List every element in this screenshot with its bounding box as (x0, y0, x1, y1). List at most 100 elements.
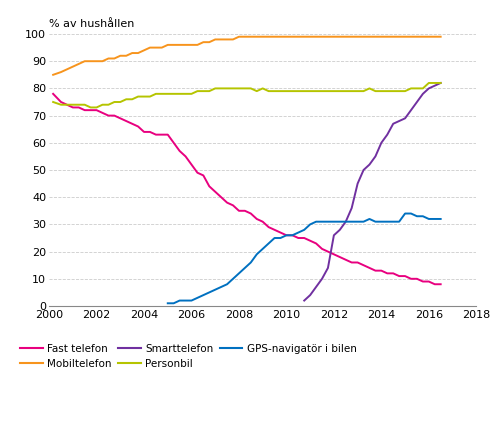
GPS-navigatör i bilen (355, 219, 360, 224)
GPS-navigatör i bilen (206, 290, 212, 295)
GPS-navigatör i bilen (296, 230, 301, 235)
Fast telefon (82, 108, 88, 113)
GPS-navigatör i bilen (426, 216, 432, 221)
Legend: Fast telefon, Mobiltelefon, Smarttelefon, Personbil, GPS-navigatör i bilen: Fast telefon, Mobiltelefon, Smarttelefon… (20, 344, 356, 369)
Smarttelefon (414, 99, 420, 105)
GPS-navigatör i bilen (337, 219, 343, 224)
Personbil (360, 88, 366, 94)
GPS-navigatör i bilen (307, 222, 313, 227)
GPS-navigatör i bilen (360, 219, 366, 224)
GPS-navigatör i bilen (283, 233, 289, 238)
GPS-navigatör i bilen (301, 227, 307, 232)
Text: % av hushållen: % av hushållen (49, 19, 135, 28)
Personbil (438, 80, 444, 85)
Personbil (426, 80, 432, 85)
GPS-navigatör i bilen (236, 271, 242, 276)
Smarttelefon (349, 206, 355, 211)
Fast telefon (432, 282, 437, 287)
Smarttelefon (367, 162, 373, 167)
GPS-navigatör i bilen (194, 295, 200, 300)
GPS-navigatör i bilen (189, 298, 194, 303)
Personbil (82, 102, 88, 107)
GPS-navigatör i bilen (277, 235, 283, 241)
Smarttelefon (337, 227, 343, 232)
GPS-navigatör i bilen (373, 219, 379, 224)
GPS-navigatör i bilen (331, 219, 337, 224)
GPS-navigatör i bilen (367, 216, 373, 221)
GPS-navigatör i bilen (325, 219, 331, 224)
Personbil (230, 86, 236, 91)
Line: GPS-navigatör i bilen: GPS-navigatör i bilen (168, 213, 441, 303)
Fast telefon (147, 129, 153, 134)
Smarttelefon (325, 265, 331, 270)
Fast telefon (355, 260, 360, 265)
GPS-navigatör i bilen (289, 233, 295, 238)
GPS-navigatör i bilen (242, 265, 248, 270)
Line: Smarttelefon: Smarttelefon (304, 83, 441, 300)
Mobiltelefon (360, 34, 366, 39)
GPS-navigatör i bilen (171, 301, 177, 306)
GPS-navigatör i bilen (319, 219, 325, 224)
Fast telefon (438, 282, 444, 287)
Smarttelefon (307, 292, 313, 298)
Smarttelefon (379, 140, 384, 145)
Smarttelefon (373, 154, 379, 159)
GPS-navigatör i bilen (212, 287, 218, 292)
Smarttelefon (384, 132, 390, 137)
GPS-navigatör i bilen (396, 219, 402, 224)
GPS-navigatör i bilen (248, 260, 254, 265)
GPS-navigatör i bilen (384, 219, 390, 224)
GPS-navigatör i bilen (432, 216, 437, 221)
Personbil (224, 86, 230, 91)
GPS-navigatör i bilen (313, 219, 319, 224)
Smarttelefon (438, 80, 444, 85)
Line: Mobiltelefon: Mobiltelefon (53, 37, 441, 75)
Mobiltelefon (236, 34, 242, 39)
Personbil (50, 99, 56, 105)
GPS-navigatör i bilen (200, 292, 206, 298)
Mobiltelefon (50, 72, 56, 77)
GPS-navigatör i bilen (402, 211, 408, 216)
Smarttelefon (420, 91, 426, 96)
GPS-navigatör i bilen (438, 216, 444, 221)
Smarttelefon (313, 284, 319, 289)
GPS-navigatör i bilen (420, 214, 426, 219)
Fast telefon (50, 91, 56, 96)
Mobiltelefon (438, 34, 444, 39)
Fast telefon (408, 276, 414, 281)
GPS-navigatör i bilen (260, 246, 266, 252)
GPS-navigatör i bilen (177, 298, 183, 303)
Mobiltelefon (414, 34, 420, 39)
Fast telefon (171, 140, 177, 145)
GPS-navigatör i bilen (343, 219, 349, 224)
GPS-navigatör i bilen (224, 282, 230, 287)
Smarttelefon (426, 86, 432, 91)
GPS-navigatör i bilen (230, 276, 236, 281)
Smarttelefon (390, 121, 396, 126)
GPS-navigatör i bilen (414, 214, 420, 219)
Smarttelefon (301, 298, 307, 303)
GPS-navigatör i bilen (379, 219, 384, 224)
Mobiltelefon (218, 37, 224, 42)
GPS-navigatör i bilen (349, 219, 355, 224)
GPS-navigatör i bilen (165, 301, 171, 306)
Smarttelefon (343, 219, 349, 224)
Smarttelefon (408, 108, 414, 113)
Smarttelefon (396, 119, 402, 124)
GPS-navigatör i bilen (408, 211, 414, 216)
Personbil (88, 105, 94, 110)
Mobiltelefon (171, 42, 177, 48)
Smarttelefon (432, 83, 437, 88)
GPS-navigatör i bilen (390, 219, 396, 224)
GPS-navigatör i bilen (272, 235, 277, 241)
Smarttelefon (331, 233, 337, 238)
GPS-navigatör i bilen (183, 298, 189, 303)
Personbil (153, 91, 159, 96)
Smarttelefon (402, 116, 408, 121)
Fast telefon (218, 195, 224, 200)
Mobiltelefon (147, 45, 153, 50)
Smarttelefon (355, 181, 360, 186)
Line: Fast telefon: Fast telefon (53, 94, 441, 284)
Personbil (177, 91, 183, 96)
GPS-navigatör i bilen (254, 252, 260, 257)
